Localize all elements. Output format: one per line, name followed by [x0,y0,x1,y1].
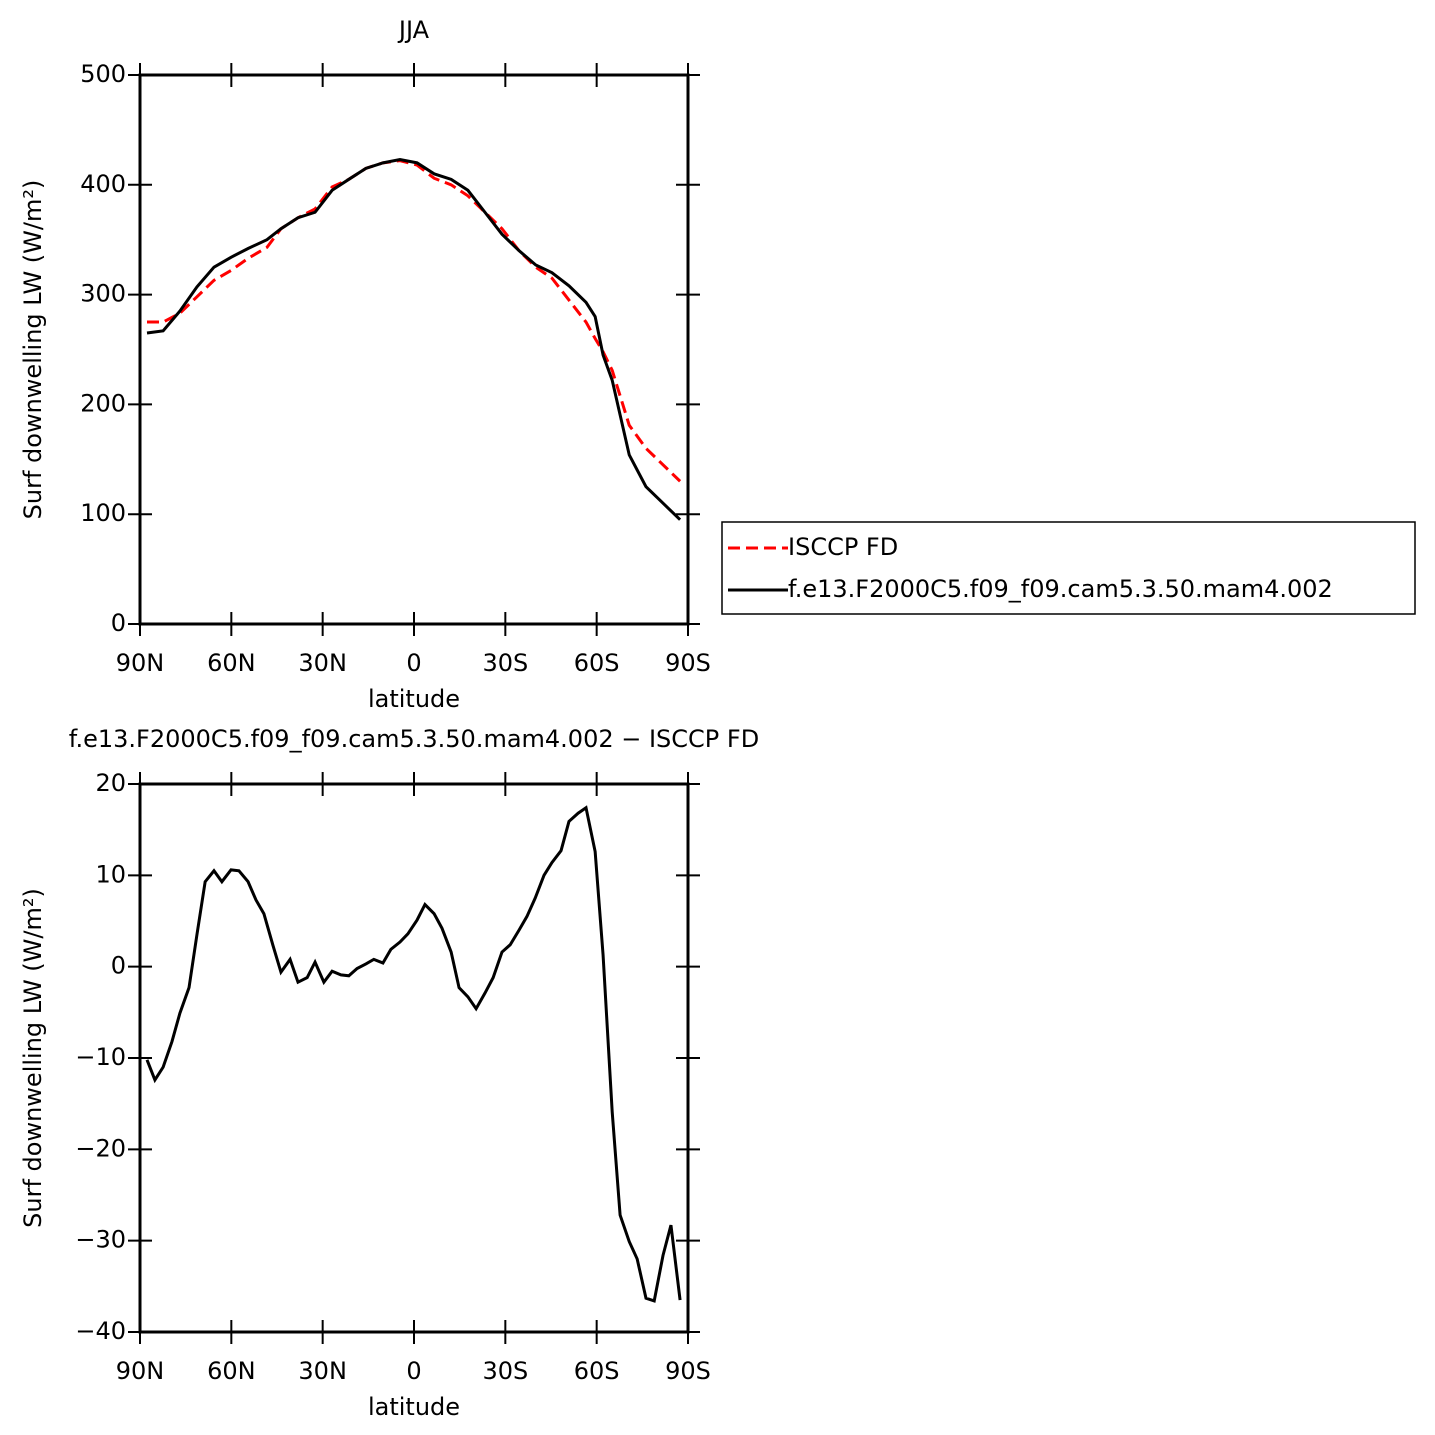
x-tick-label: 30S [482,649,528,677]
data-line [145,805,682,1303]
x-tick-label: 60S [574,1357,620,1385]
y-tick-label: 200 [80,389,126,417]
legend-box [721,521,1416,615]
data-line [146,158,682,521]
x-tick-label: 60S [574,649,620,677]
x-tick-label: 0 [406,1357,421,1385]
plot-frame [138,782,690,1334]
plot-frame [138,73,690,626]
y-tick-label: 400 [80,170,126,198]
y-tick-label: 100 [80,499,126,527]
x-tick-label: 90N [116,1357,165,1385]
legend-label: ISCCP FD [788,533,898,561]
x-axis-label: latitude [368,685,460,713]
y-tick-label: 0 [111,609,126,637]
x-tick-label: 90S [665,649,711,677]
y-tick-label: −10 [75,1043,126,1071]
x-tick-label: 30S [482,1357,528,1385]
x-tick-label: 90N [116,649,165,677]
y-axis-label: Surf downwelling LW (W/m²) [19,180,47,520]
x-tick-label: 0 [406,649,421,677]
chart-title: JJA [397,16,430,44]
y-tick-label: −20 [75,1134,126,1162]
x-tick-label: 90S [665,1357,711,1385]
x-tick-label: 60N [207,649,256,677]
data-line [147,159,682,483]
x-tick-label: 30N [298,649,347,677]
y-tick-label: −40 [75,1317,126,1345]
x-tick-label: 60N [207,1357,256,1385]
x-tick-label: 30N [298,1357,347,1385]
y-tick-label: −30 [75,1226,126,1254]
y-tick-label: 20 [95,769,126,797]
y-tick-label: 500 [80,60,126,88]
chart-title: f.e13.F2000C5.f09_f09.cam5.3.50.mam4.002… [69,725,759,753]
y-tick-label: 300 [80,280,126,308]
y-tick-label: 10 [95,860,126,888]
legend-label: f.e13.F2000C5.f09_f09.cam5.3.50.mam4.002 [788,575,1333,603]
y-tick-label: 0 [111,952,126,980]
y-axis-label: Surf downwelling LW (W/m²) [19,888,47,1228]
x-axis-label: latitude [368,1393,460,1421]
